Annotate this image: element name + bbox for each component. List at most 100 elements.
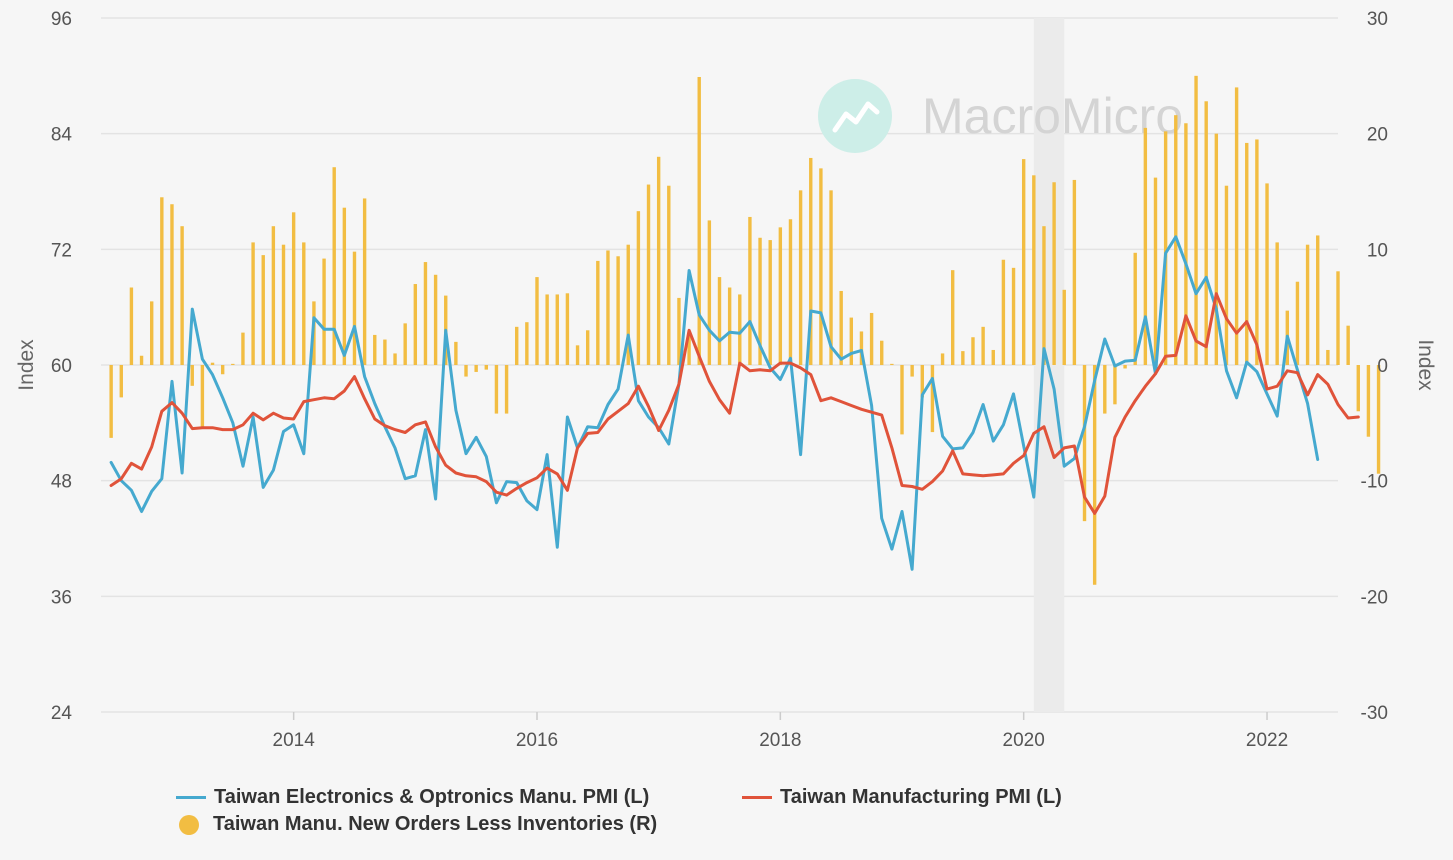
new-orders-bar [1133,252,1137,365]
new-orders-bar [717,277,722,365]
new-orders-bar [373,334,377,365]
new-orders-bar [271,226,276,365]
new-orders-bar [383,339,387,365]
x-tick-label: 2016 [516,730,558,751]
y-tick-label-left: 36 [51,587,72,608]
legend-item-electronics[interactable]: Taiwan Electronics & Optronics Manu. PMI… [176,786,649,809]
new-orders-bar [200,365,205,428]
new-orders-bar [849,317,854,365]
electronics-line [109,235,1320,571]
y-axis-left-title: Index [15,339,38,391]
watermark: MacroMicro [818,79,1183,153]
new-orders-bar [362,198,367,365]
new-orders-bar [1316,235,1320,365]
new-orders-bar [261,255,265,365]
y-tick-label-right: 20 [1367,125,1388,146]
new-orders-bar [900,365,904,435]
y-tick-label-right: -10 [1361,472,1388,493]
new-orders-bar [504,365,509,414]
new-orders-bar [139,355,144,365]
new-orders-bar [636,211,641,365]
new-orders-bar [423,262,428,365]
new-orders-bar [393,353,397,365]
y-tick-label-right: -30 [1361,703,1388,724]
new-orders-bar [738,294,742,365]
axes: Index Index 96 30 84 20 72 10 60 0 48 -10 36 -20 24 -… [15,9,1437,751]
new-orders-bar [859,331,864,365]
new-orders-bar [190,365,194,386]
new-orders-bar [149,301,154,365]
y-tick-label-left: 60 [51,356,72,377]
legend-line-icon [742,796,772,799]
new-orders-bar [1184,123,1188,365]
legend-item-manufacturing[interactable]: Taiwan Manufacturing PMI (L) [742,786,1062,809]
y-tick-label-right: -20 [1361,587,1388,608]
new-orders-bar [170,204,174,365]
new-orders-bar [332,167,336,365]
new-orders-bar [839,290,843,365]
new-orders-bar [515,326,519,365]
new-orders-bar [951,270,955,365]
new-orders-bar [1042,226,1046,365]
new-orders-bar [1366,365,1371,437]
new-orders-bar [129,287,134,365]
new-orders-bar [809,157,813,365]
new-orders-bar [1376,365,1381,474]
new-orders-bar [1295,281,1300,365]
legend-label: Taiwan Manu. New Orders Less Inventories… [213,813,658,835]
new-orders-bar [494,365,499,414]
new-orders-bar [667,185,671,365]
new-orders-bar [1021,159,1026,365]
y-tick-label-left: 96 [51,9,72,30]
new-orders-bar [555,294,559,365]
new-orders-bar [1011,267,1016,365]
y-tick-label-right: 30 [1367,9,1388,30]
legend-dot-icon [179,814,199,835]
new-orders-bar [464,365,468,377]
new-orders-bar [575,345,580,365]
new-orders-bar [1052,182,1056,365]
new-orders-bar [1275,242,1279,365]
manufacturing-line [109,292,1360,515]
y-tick-label-right: 0 [1377,356,1388,377]
new-orders-bar [991,349,995,365]
new-orders-bar [920,365,924,398]
new-orders-bar [1336,271,1340,365]
new-orders-bar [1092,365,1097,585]
new-orders-bar [160,197,164,365]
new-orders-bar [231,363,235,365]
new-orders-bar [748,216,752,365]
new-orders-bar [525,322,529,365]
new-orders-bar [1234,87,1239,366]
new-orders-bar [606,250,610,365]
new-orders-bar [1245,142,1249,365]
new-orders-bar [626,244,630,365]
new-orders-bar [1214,133,1219,365]
legend-item-new-orders[interactable]: Taiwan Manu. New Orders Less Inventories… [176,813,657,836]
new-orders-bar [545,294,549,365]
new-orders-bar [1082,365,1087,522]
x-tick-label: 2018 [759,730,801,751]
new-orders-bar [454,341,458,365]
new-orders-bar [1032,175,1036,365]
new-orders-bar [646,184,651,365]
new-orders-bar [1346,325,1350,365]
legend-line-icon [176,796,206,799]
new-orders-bar [829,190,833,365]
new-orders-bar [322,258,326,365]
y-tick-label-left: 72 [51,240,72,261]
new-orders-bar [656,156,661,365]
new-orders-bar [788,219,793,365]
new-orders-bar [1265,183,1269,365]
new-orders-bar [1072,179,1077,365]
new-orders-bar [220,365,225,375]
new-orders-bar [1143,127,1148,365]
new-orders-bar [819,168,823,365]
new-orders-bar [981,326,985,365]
new-orders-bar [910,365,914,377]
x-tick-label: 2014 [273,730,316,751]
x-tick-label: 2022 [1246,730,1288,751]
new-orders-bar [433,274,438,365]
legend-label: Taiwan Manufacturing PMI (L) [780,786,1062,808]
